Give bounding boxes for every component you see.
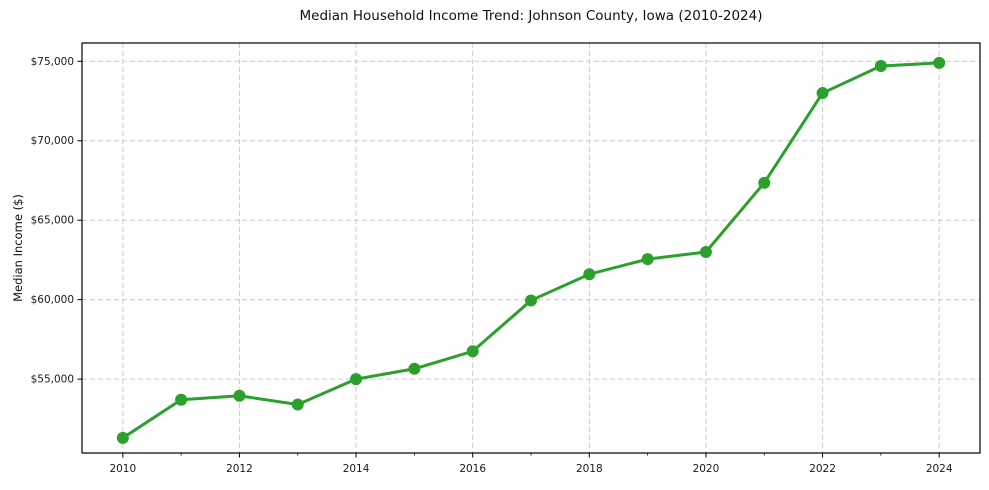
y-tick-label: $70,000 (31, 135, 74, 147)
data-point (641, 253, 654, 266)
y-tick-labels: $55,000 $60,000 $65,000 $70,000 $75,000 (31, 56, 74, 386)
y-tick-label: $75,000 (31, 56, 74, 68)
chart-title: Median Household Income Trend: Johnson C… (299, 8, 763, 24)
data-point (933, 56, 946, 69)
plot-background (82, 43, 980, 453)
x-tick-label: 2010 (109, 463, 136, 475)
y-tick-label: $65,000 (31, 215, 74, 227)
data-point (408, 362, 421, 375)
data-point (874, 60, 887, 73)
x-tick-label: 2022 (809, 463, 836, 475)
x-tick-label: 2018 (576, 463, 603, 475)
data-point (583, 268, 596, 281)
y-axis-label: Median Income ($) (11, 194, 25, 302)
tick-marks (77, 60, 940, 458)
data-point (116, 431, 129, 444)
data-point (175, 393, 188, 406)
x-tick-label: 2012 (226, 463, 253, 475)
data-point (350, 373, 363, 386)
data-point (699, 245, 712, 258)
data-point (466, 345, 479, 358)
data-point (816, 87, 829, 100)
y-tick-label: $60,000 (31, 294, 74, 306)
data-point (233, 389, 246, 402)
x-tick-label: 2024 (926, 463, 953, 475)
x-tick-label: 2014 (343, 463, 370, 475)
data-point (291, 398, 304, 411)
x-tick-labels: 2010 2012 2014 2016 2018 2020 2022 2024 (109, 463, 952, 475)
data-point (525, 294, 537, 307)
data-point-markers (116, 56, 946, 444)
y-tick-label: $55,000 (31, 374, 74, 386)
x-tick-label: 2016 (459, 463, 486, 475)
data-point (758, 176, 771, 189)
x-tick-label: 2020 (693, 463, 720, 475)
